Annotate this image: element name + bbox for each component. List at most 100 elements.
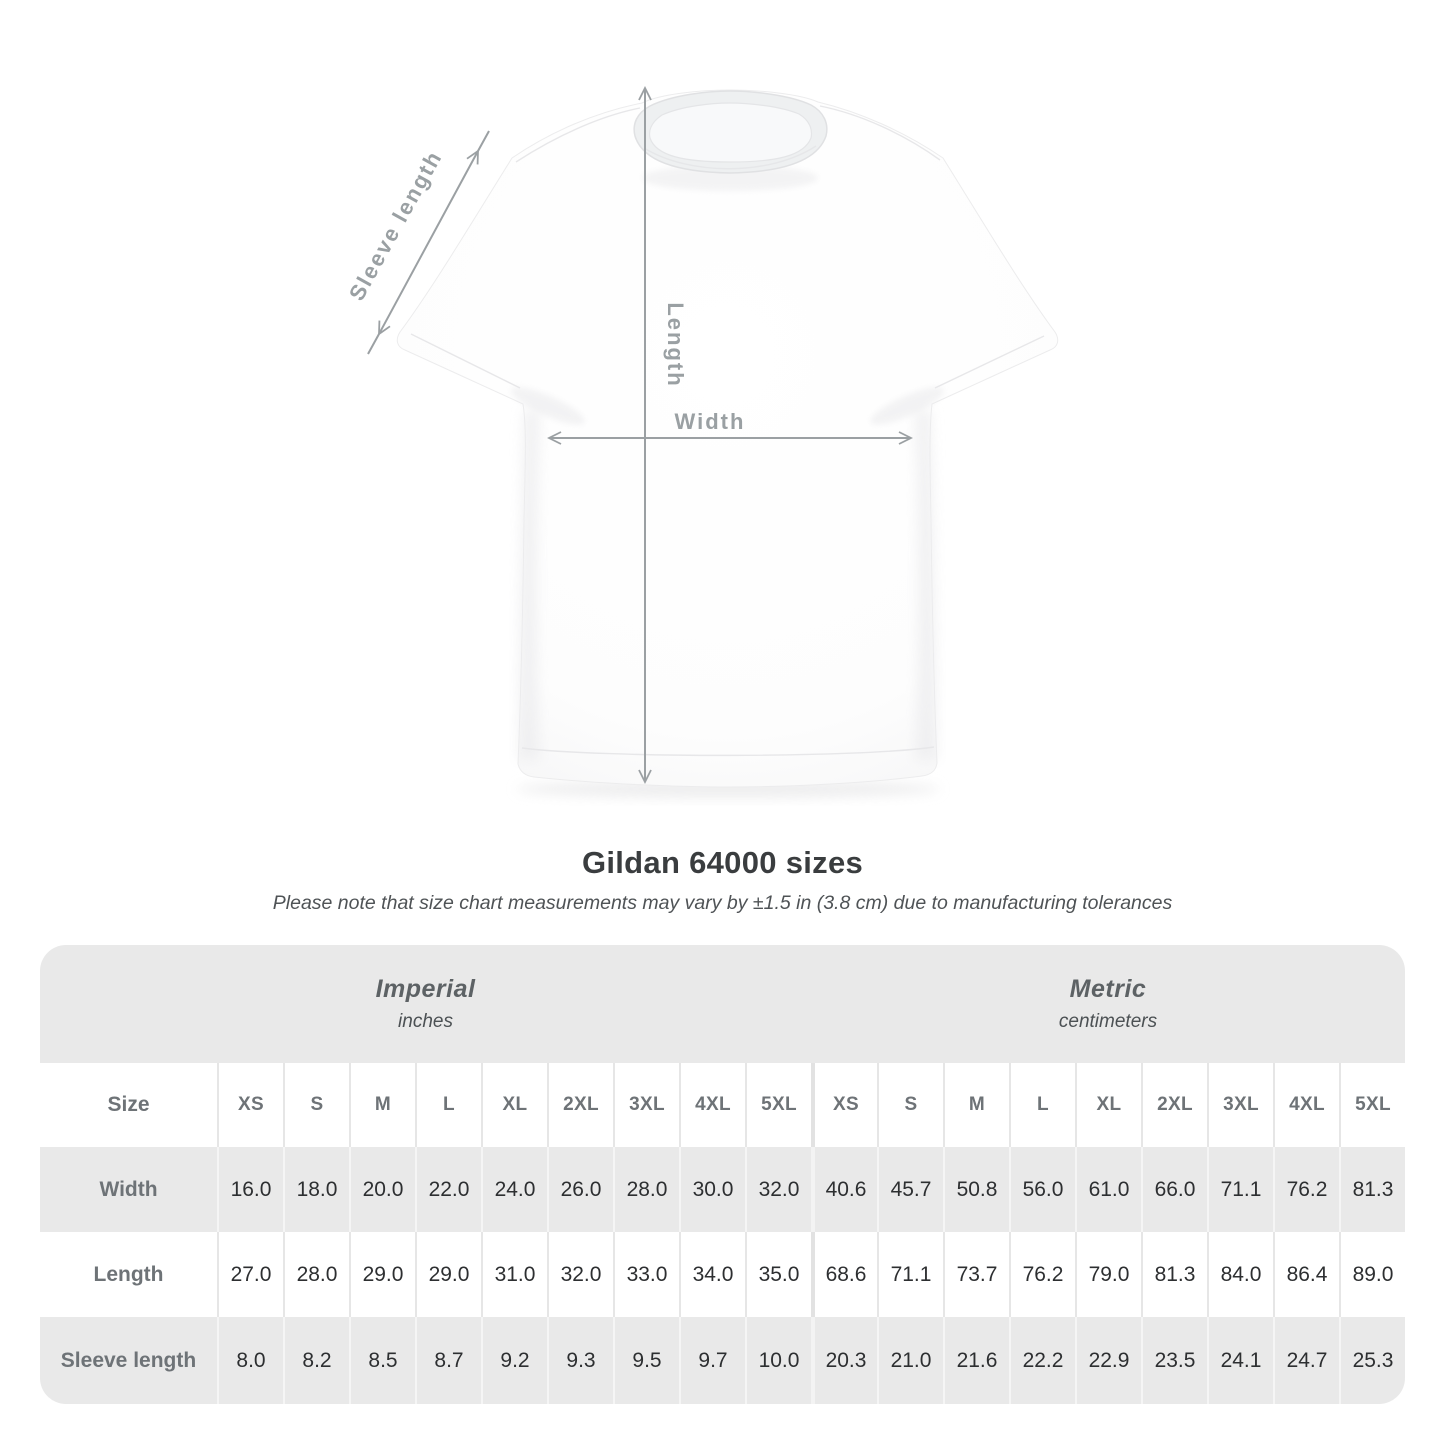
- width-value: 76.2: [1273, 1147, 1339, 1232]
- shade-right: [915, 410, 937, 760]
- length-value: 89.0: [1339, 1232, 1405, 1317]
- row-label-sleeve-length: Sleeve length: [40, 1317, 217, 1404]
- length-value: 33.0: [613, 1232, 679, 1317]
- length-value: 84.0: [1207, 1232, 1273, 1317]
- length-value: 34.0: [679, 1232, 745, 1317]
- width-value: 20.0: [349, 1147, 415, 1232]
- sleeve-value: 8.5: [349, 1317, 415, 1404]
- width-label: Width: [675, 409, 746, 434]
- length-value: 35.0: [745, 1232, 811, 1317]
- sleeve-value: 10.0: [745, 1317, 811, 1404]
- shade-under-collar: [642, 165, 818, 191]
- length-value: 68.6: [811, 1232, 877, 1317]
- size-col-header: 3XL: [1207, 1063, 1273, 1147]
- length-value: 29.0: [415, 1232, 481, 1317]
- length-label: Length: [663, 302, 688, 387]
- length-value: 32.0: [547, 1232, 613, 1317]
- sleeve-value: 8.0: [217, 1317, 283, 1404]
- sleeve-value: 8.7: [415, 1317, 481, 1404]
- imperial-title: Imperial: [375, 975, 476, 1003]
- sleeve-value: 21.6: [943, 1317, 1009, 1404]
- measurement-arrows: [367, 88, 911, 782]
- length-value: 79.0: [1075, 1232, 1141, 1317]
- size-col-header: 5XL: [1339, 1063, 1405, 1147]
- row-label-length: Length: [93, 1262, 164, 1286]
- size-col-header: XS: [217, 1063, 283, 1147]
- size-col-header: S: [283, 1063, 349, 1147]
- length-value: 29.0: [349, 1232, 415, 1317]
- width-value: 18.0: [283, 1147, 349, 1232]
- width-value: 22.0: [415, 1147, 481, 1232]
- size-col-header: L: [1009, 1063, 1075, 1147]
- length-value: 71.1: [877, 1232, 943, 1317]
- sleeve-value: 9.3: [547, 1317, 613, 1404]
- width-value: 28.0: [613, 1147, 679, 1232]
- width-value: 40.6: [811, 1147, 877, 1232]
- sleeve-value: 25.3: [1339, 1317, 1405, 1404]
- sleeve-value: 24.7: [1273, 1317, 1339, 1404]
- imperial-unit: inches: [398, 1011, 453, 1032]
- width-value: 24.0: [481, 1147, 547, 1232]
- length-value: 31.0: [481, 1232, 547, 1317]
- size-col-header: XL: [1075, 1063, 1141, 1147]
- length-value: 81.3: [1141, 1232, 1207, 1317]
- width-value: 81.3: [1339, 1147, 1405, 1232]
- sleeve-value: 23.5: [1141, 1317, 1207, 1404]
- sleeve-value: 9.2: [481, 1317, 547, 1404]
- sleeve-value: 9.7: [679, 1317, 745, 1404]
- length-value: 28.0: [283, 1232, 349, 1317]
- shade-left: [518, 410, 540, 760]
- width-value: 61.0: [1075, 1147, 1141, 1232]
- size-col-header: S: [877, 1063, 943, 1147]
- length-value: 76.2: [1009, 1232, 1075, 1317]
- row-label-width: Width: [40, 1147, 217, 1232]
- size-col-header: 3XL: [613, 1063, 679, 1147]
- size-col-header: M: [349, 1063, 415, 1147]
- width-value: 45.7: [877, 1147, 943, 1232]
- seams: [410, 105, 1045, 757]
- width-value: 30.0: [679, 1147, 745, 1232]
- shade-underarm-left: [511, 387, 585, 425]
- size-col-header: M: [943, 1063, 1009, 1147]
- size-col-header: 5XL: [745, 1063, 811, 1147]
- size-col-header: XL: [481, 1063, 547, 1147]
- page-title: Gildan 64000 sizes: [581, 845, 864, 880]
- width-value: 50.8: [943, 1147, 1009, 1232]
- size-col-header: 2XL: [1141, 1063, 1207, 1147]
- width-value: 56.0: [1009, 1147, 1075, 1232]
- sleeve-arrow: [379, 151, 478, 334]
- sleeve-value: 24.1: [1207, 1317, 1273, 1404]
- sleeve-arrow-ext-bottom: [367, 333, 380, 355]
- page-subtitle: Please note that size chart measurements…: [272, 892, 1173, 914]
- width-value: 66.0: [1141, 1147, 1207, 1232]
- shade-underarm-right: [870, 387, 944, 425]
- width-value: 26.0: [547, 1147, 613, 1232]
- sleeve-value: 8.2: [283, 1317, 349, 1404]
- size-table: Imperial inches Metric centimeters Size …: [40, 945, 1405, 1404]
- width-value: 32.0: [745, 1147, 811, 1232]
- size-col-header: XS: [811, 1063, 877, 1147]
- sleeve-length-label: Sleeve length: [344, 146, 447, 305]
- sleeve-value: 22.9: [1075, 1317, 1141, 1404]
- sleeve-value: 9.5: [613, 1317, 679, 1404]
- sleeve-arrow-ext-top: [477, 130, 490, 152]
- tshirt-diagram: Sleeve length Length Width: [344, 0, 1059, 798]
- size-col-header: 2XL: [547, 1063, 613, 1147]
- metric-unit: centimeters: [1058, 1011, 1158, 1032]
- metric-section-header: Metric centimeters: [811, 945, 1405, 1063]
- length-value: 73.7: [943, 1232, 1009, 1317]
- sleeve-value: 21.0: [877, 1317, 943, 1404]
- size-col-header: 4XL: [679, 1063, 745, 1147]
- sleeve-value: 22.2: [1009, 1317, 1075, 1404]
- metric-title: Metric: [1069, 975, 1147, 1003]
- width-value: 71.1: [1207, 1147, 1273, 1232]
- width-value: 16.0: [217, 1147, 283, 1232]
- imperial-section-header: Imperial inches: [40, 945, 811, 1063]
- shirt-ground-shadow: [516, 780, 940, 798]
- collar: [633, 90, 828, 174]
- size-col-header: L: [415, 1063, 481, 1147]
- size-row-label: Size: [107, 1093, 150, 1116]
- length-value: 86.4: [1273, 1232, 1339, 1317]
- length-value: 27.0: [217, 1232, 283, 1317]
